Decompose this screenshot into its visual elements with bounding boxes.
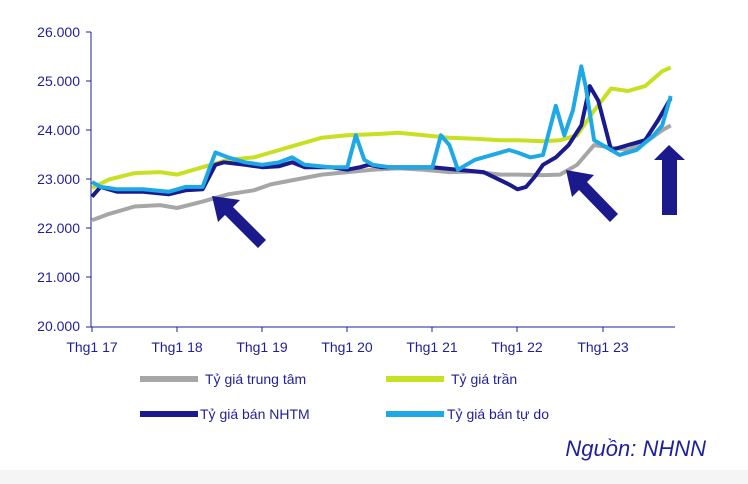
y-axis-ticks: 26.000 25.000 24.000 23.000 22.000 21.00… bbox=[37, 24, 80, 334]
arrow-icon bbox=[566, 170, 618, 222]
y-tick-label: 22.000 bbox=[37, 220, 80, 236]
footer-bar bbox=[0, 470, 748, 484]
arrow-icon bbox=[212, 196, 266, 248]
y-tick-label: 25.000 bbox=[37, 73, 80, 89]
y-tick-label: 26.000 bbox=[37, 24, 80, 40]
legend-label: Tỷ giá bán NHTM bbox=[200, 406, 310, 422]
legend-label: Tỷ giá trần bbox=[451, 371, 517, 387]
legend-item: Tỷ giá bán NHTM bbox=[140, 406, 310, 422]
y-tick-label: 20.000 bbox=[37, 318, 80, 334]
legend: Tỷ giá trung tâm Tỷ giá trần Tỷ giá bán … bbox=[140, 371, 549, 422]
x-tick-marks bbox=[91, 327, 604, 332]
series-line-tran bbox=[91, 65, 672, 190]
x-tick-label: Thg1 23 bbox=[577, 339, 629, 355]
legend-item: Tỷ giá bán tự do bbox=[386, 406, 549, 422]
y-tick-label: 21.000 bbox=[37, 269, 80, 285]
legend-item: Tỷ giá trần bbox=[386, 371, 517, 387]
annotation-arrows bbox=[212, 145, 685, 248]
y-tick-label: 23.000 bbox=[37, 171, 80, 187]
source-note: Nguồn: NHNN bbox=[565, 436, 706, 461]
axes bbox=[86, 31, 675, 332]
x-tick-label: Thg1 17 bbox=[66, 339, 118, 355]
y-tick-marks bbox=[86, 31, 91, 328]
x-tick-label: Thg1 18 bbox=[151, 339, 203, 355]
x-tick-label: Thg1 20 bbox=[321, 339, 373, 355]
series-group bbox=[90, 64, 673, 223]
legend-label: Tỷ giá bán tự do bbox=[447, 406, 549, 422]
x-tick-label: Thg1 21 bbox=[406, 339, 458, 355]
x-axis-ticks: Thg1 17 Thg1 18 Thg1 19 Thg1 20 Thg1 21 … bbox=[66, 339, 629, 355]
y-tick-label: 24.000 bbox=[37, 122, 80, 138]
series-line-ban-tu-do bbox=[91, 64, 673, 194]
arrow-icon bbox=[654, 145, 685, 215]
x-tick-label: Thg1 19 bbox=[236, 339, 288, 355]
legend-label: Tỷ giá trung tâm bbox=[205, 371, 306, 387]
x-tick-label: Thg1 22 bbox=[491, 339, 543, 355]
legend-item: Tỷ giá trung tâm bbox=[140, 371, 306, 387]
